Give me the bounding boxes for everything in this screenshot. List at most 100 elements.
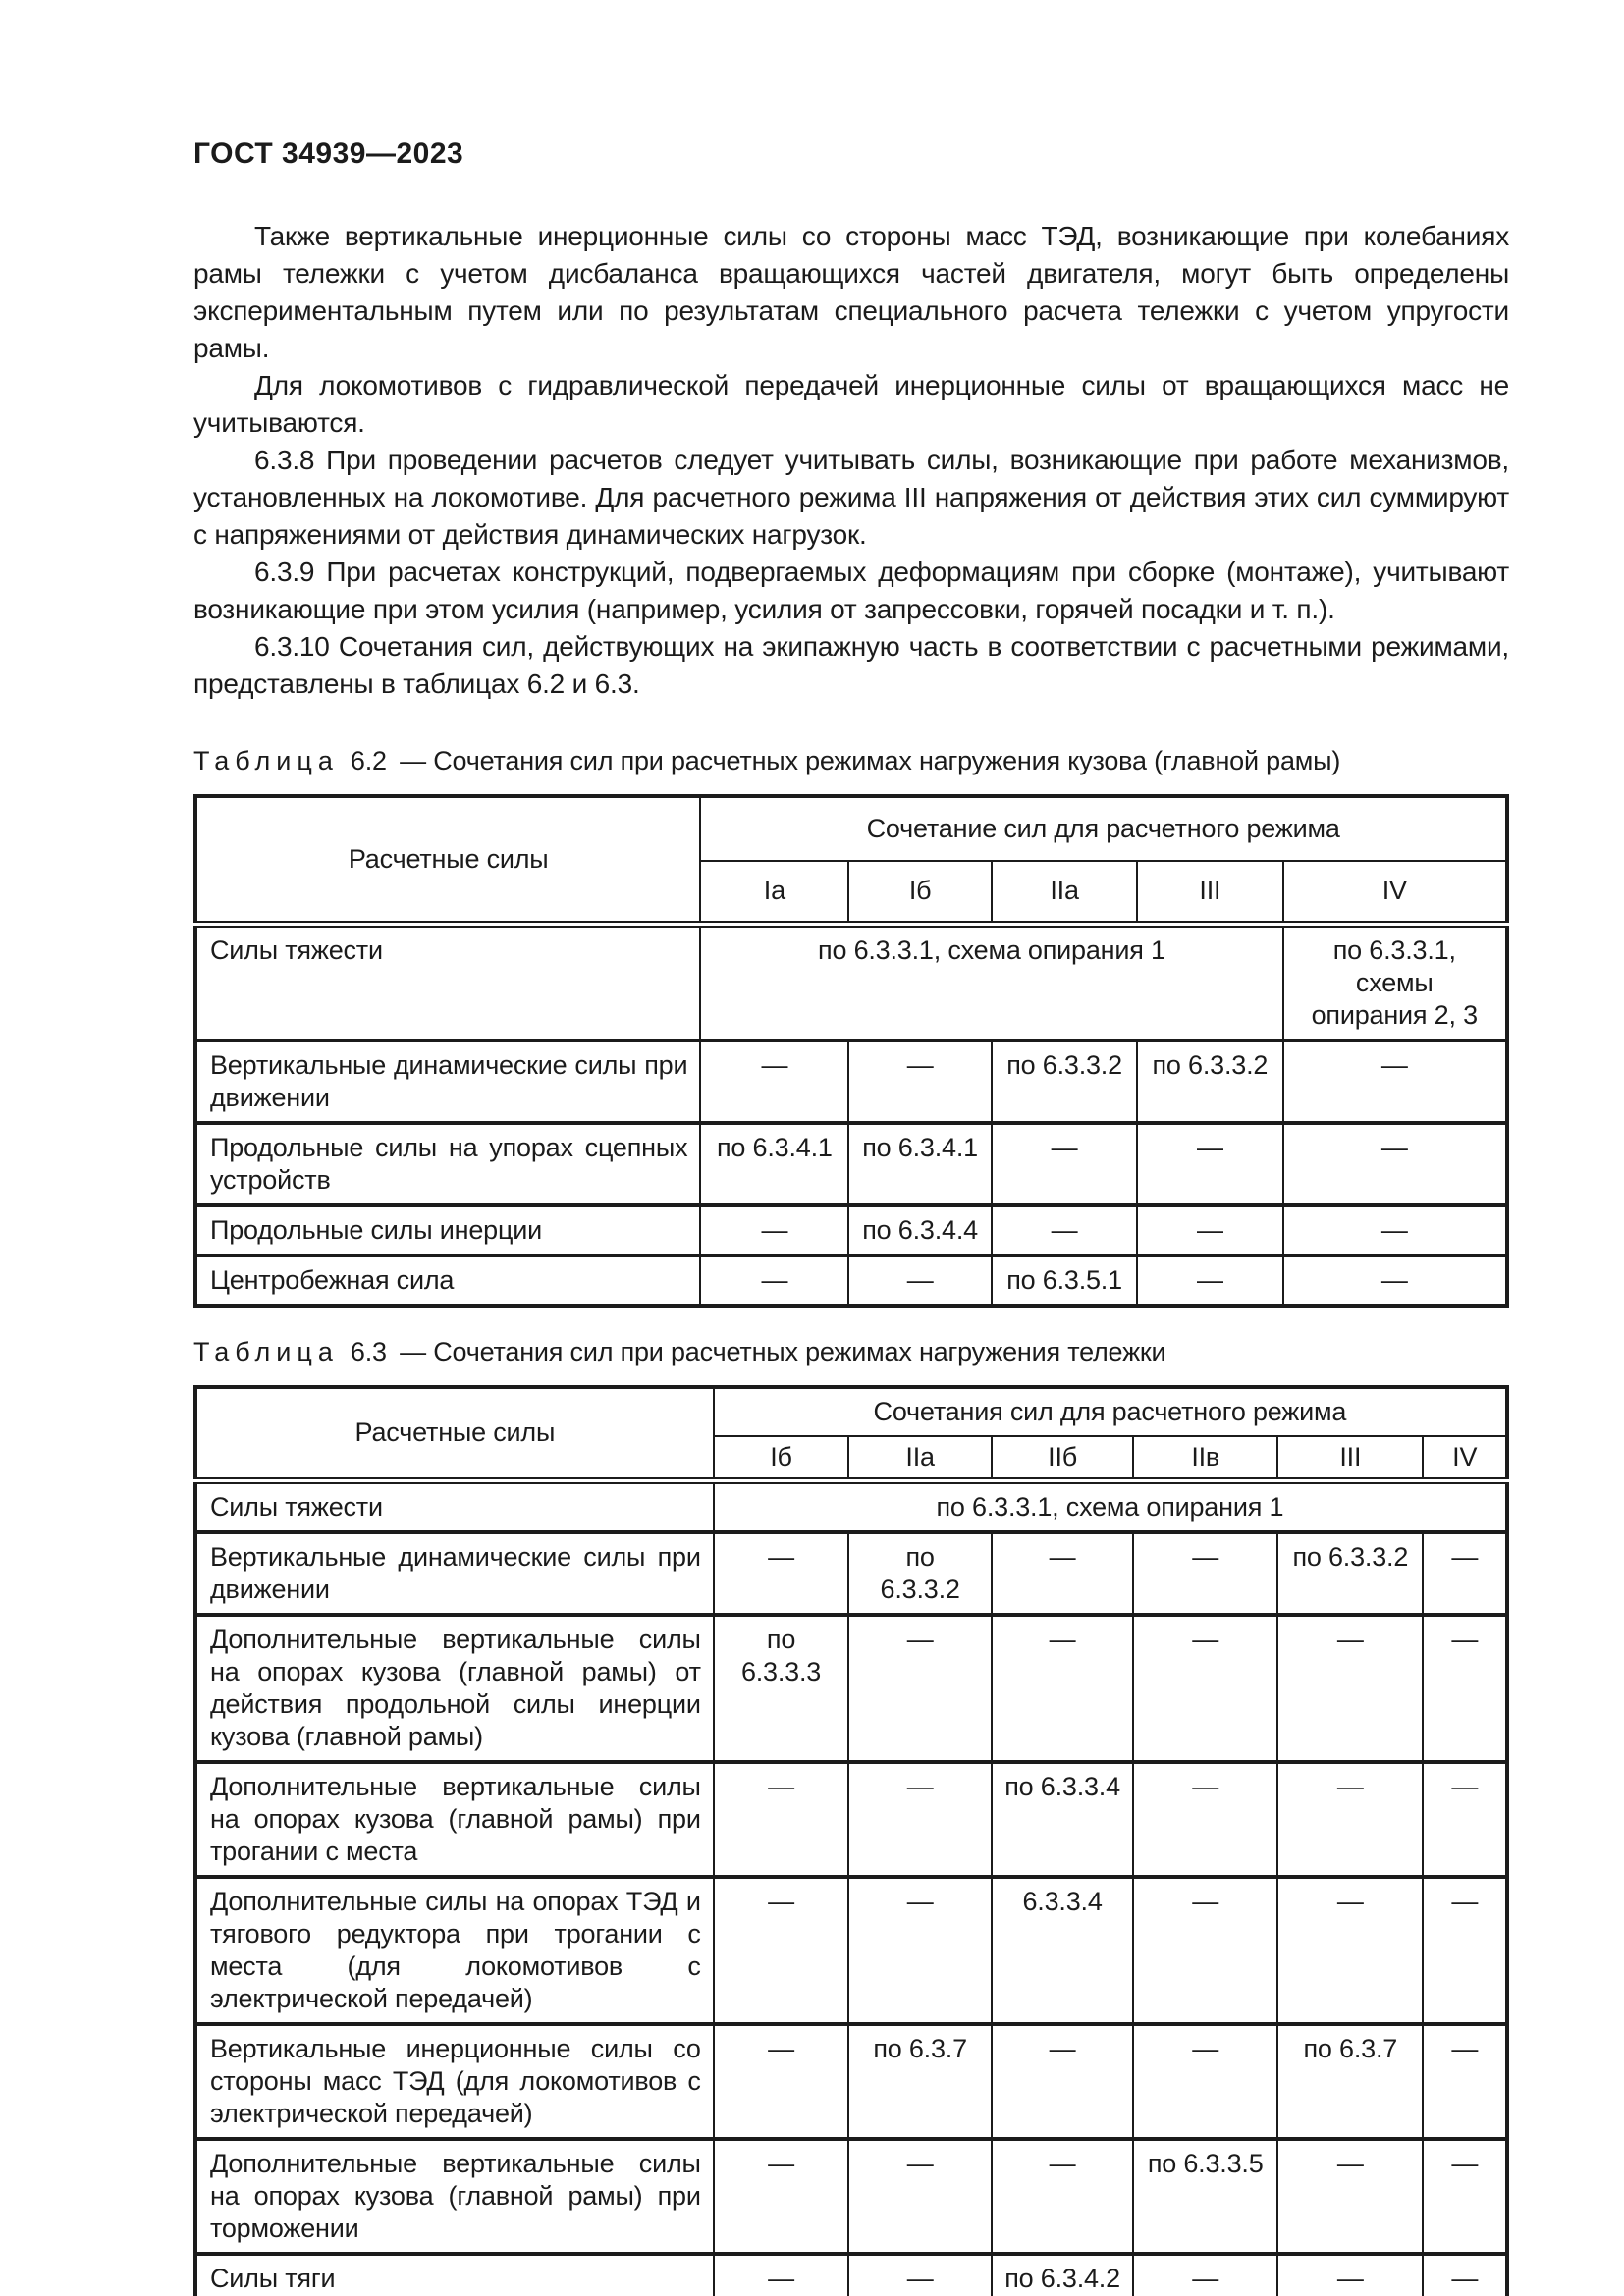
value-cell: по 6.3.3.2 — [990, 1038, 1139, 1125]
value-cell: — — [699, 1202, 850, 1257]
value-cell: — — [1281, 1120, 1508, 1207]
row-label-cell: Дополнительные вертикальные силы на опор… — [194, 1760, 715, 1879]
value-cell: — — [1136, 1202, 1284, 1257]
value-cell: — — [1276, 2137, 1425, 2256]
value-cell: — — [1422, 2022, 1508, 2141]
paragraph: Для локомотивов с гидравлической передач… — [193, 370, 1509, 438]
table-6-2-header: Расчетные силы Сочетание сил для расчетн… — [193, 795, 1508, 928]
row-label-cell: Продольные силы на упорах сцепных устрой… — [193, 1120, 702, 1207]
value-cell: — — [1132, 2022, 1279, 2141]
value-cell: — — [1136, 1253, 1284, 1308]
value-cell: по 6.3.3.1, схемы опирания 2, 3 — [1281, 922, 1508, 1042]
value-cell: — — [847, 2137, 993, 2256]
document-code-header: ГОСТ 34939—2023 — [193, 137, 464, 170]
caption-word: Таблица — [193, 746, 339, 775]
value-cell: — — [699, 1253, 850, 1308]
value-cell: — — [1276, 1613, 1425, 1764]
header-cell-mode: IV — [1281, 860, 1508, 928]
table-row: Силы тяжести по 6.3.3.1, схема опирания … — [194, 1478, 1509, 1534]
table-6-3: Расчетные силы Сочетания сил для расчетн… — [193, 1384, 1509, 2296]
value-cell: — — [1132, 1875, 1279, 2026]
table-row: Вертикальные инерционные силы со стороны… — [194, 2022, 1508, 2141]
table-row: Силы тяжести по 6.3.3.1, схема опирания … — [193, 922, 1508, 1042]
value-cell: по 6.3.3.4 — [990, 1760, 1135, 1879]
row-label-cell: Вертикальные динамические силы при движе… — [194, 1530, 715, 1617]
value-cell: по 6.3.4.2 — [990, 2252, 1135, 2296]
value-cell: по 6.3.3.2 — [847, 1530, 993, 1617]
value-cell: — — [847, 1613, 993, 1764]
row-label-cell: Силы тяги — [194, 2252, 715, 2296]
table-row: Продольные силы инерции — по 6.3.4.4 — —… — [193, 1202, 1508, 1257]
table-row: Дополнительные вертикальные силы на опор… — [194, 1760, 1508, 1879]
value-cell: — — [1132, 1613, 1279, 1764]
header-cell-mode: IIа — [847, 1434, 993, 1484]
table-row: Вертикальные динамические силы при движе… — [193, 1038, 1508, 1125]
paragraph-6-3-8: 6.3.8 При проведении расчетов следует уч… — [193, 445, 1509, 550]
paragraph: Также вертикальные инерционные силы со с… — [193, 221, 1509, 363]
row-label-cell: Дополнительные вертикальные силы на опор… — [194, 2137, 715, 2256]
value-cell: — — [1422, 1613, 1508, 1764]
caption-number: 6.3 — [350, 1336, 387, 1366]
value-cell: — — [847, 1760, 993, 1879]
value-cell: — — [1422, 1875, 1508, 2026]
value-cell: — — [712, 2252, 850, 2296]
value-cell: по 6.3.5.1 — [990, 1253, 1139, 1308]
header-cell-mode: IV — [1422, 1434, 1508, 1484]
value-cell: — — [1132, 1530, 1279, 1617]
table-6-2: Расчетные силы Сочетание сил для расчетн… — [193, 794, 1509, 1308]
table-row: Вертикальные динамические силы при движе… — [194, 1530, 1508, 1617]
paragraph-6-3-9: 6.3.9 При расчетах конструкций, подверга… — [193, 557, 1509, 624]
value-cell: — — [1132, 1760, 1279, 1879]
page-content: ГОСТ 34939—2023 Также вертикальные инерц… — [193, 137, 1509, 2296]
header-cell-mode: IIб — [990, 1434, 1135, 1484]
value-cell: — — [1422, 1530, 1508, 1617]
value-cell: по 6.3.3.1, схема опирания 1 — [712, 1478, 1509, 1534]
value-cell: по 6.3.7 — [847, 2022, 993, 2141]
table-row: Продольные силы на упорах сцепных устрой… — [193, 1120, 1508, 1207]
value-cell: по 6.3.7 — [1276, 2022, 1425, 2141]
table-6-2-caption: Таблица 6.2 — Сочетания сил при расчетных… — [193, 746, 1509, 776]
value-cell: — — [847, 1038, 993, 1125]
value-cell: — — [1422, 2252, 1508, 2296]
header-cell-forces: Расчетные силы — [194, 1385, 715, 1484]
value-cell: — — [847, 1253, 993, 1308]
value-cell: — — [1281, 1202, 1508, 1257]
value-cell: — — [990, 2137, 1135, 2256]
value-cell: — — [990, 1202, 1139, 1257]
header-cell-forces: Расчетные силы — [193, 795, 702, 928]
header-cell-mode: Iа — [699, 860, 850, 928]
value-cell: — — [990, 1120, 1139, 1207]
table-6-3-body: Силы тяжести по 6.3.3.1, схема опирания … — [194, 1478, 1509, 2296]
value-cell: — — [847, 2252, 993, 2296]
value-cell: — — [990, 2022, 1135, 2141]
value-cell: — — [1281, 1253, 1508, 1308]
row-label-cell: Дополнительные вертикальные силы на опор… — [194, 1613, 715, 1764]
table-6-3-header: Расчетные силы Сочетания сил для расчетн… — [194, 1385, 1509, 1484]
value-cell: по 6.3.4.4 — [847, 1202, 993, 1257]
header-cell-mode: III — [1276, 1434, 1425, 1484]
header-cell-mode: IIа — [990, 860, 1139, 928]
value-cell: — — [712, 2137, 850, 2256]
caption-word: Таблица — [193, 1336, 339, 1366]
row-label-cell: Продольные силы инерции — [193, 1202, 702, 1257]
value-cell: — — [1281, 1038, 1508, 1125]
value-cell: — — [712, 2022, 850, 2141]
header-cell-mode: III — [1136, 860, 1284, 928]
table-row: Дополнительные силы на опорах ТЭД и тяго… — [194, 1875, 1508, 2026]
row-label-cell: Силы тяжести — [193, 922, 702, 1042]
value-cell: по 6.3.3.1, схема опирания 1 — [699, 922, 1284, 1042]
value-cell: — — [712, 1760, 850, 1879]
row-label-cell: Центробежная сила — [193, 1253, 702, 1308]
value-cell: — — [990, 1530, 1135, 1617]
table-6-2-body: Силы тяжести по 6.3.3.1, схема опирания … — [193, 922, 1508, 1308]
row-label-cell: Силы тяжести — [194, 1478, 715, 1534]
value-cell: — — [1422, 2137, 1508, 2256]
caption-text: — Сочетания сил при расчетных режимах на… — [400, 746, 1341, 775]
header-cell-mode: Iб — [712, 1434, 850, 1484]
table-row: Дополнительные вертикальные силы на опор… — [194, 2137, 1508, 2256]
value-cell: — — [1276, 1760, 1425, 1879]
value-cell: по 6.3.3.3 — [712, 1613, 850, 1764]
table-row: Силы тяги — — по 6.3.4.2 — — — — [194, 2252, 1508, 2296]
body-text: Также вертикальные инерционные силы со с… — [193, 218, 1509, 703]
